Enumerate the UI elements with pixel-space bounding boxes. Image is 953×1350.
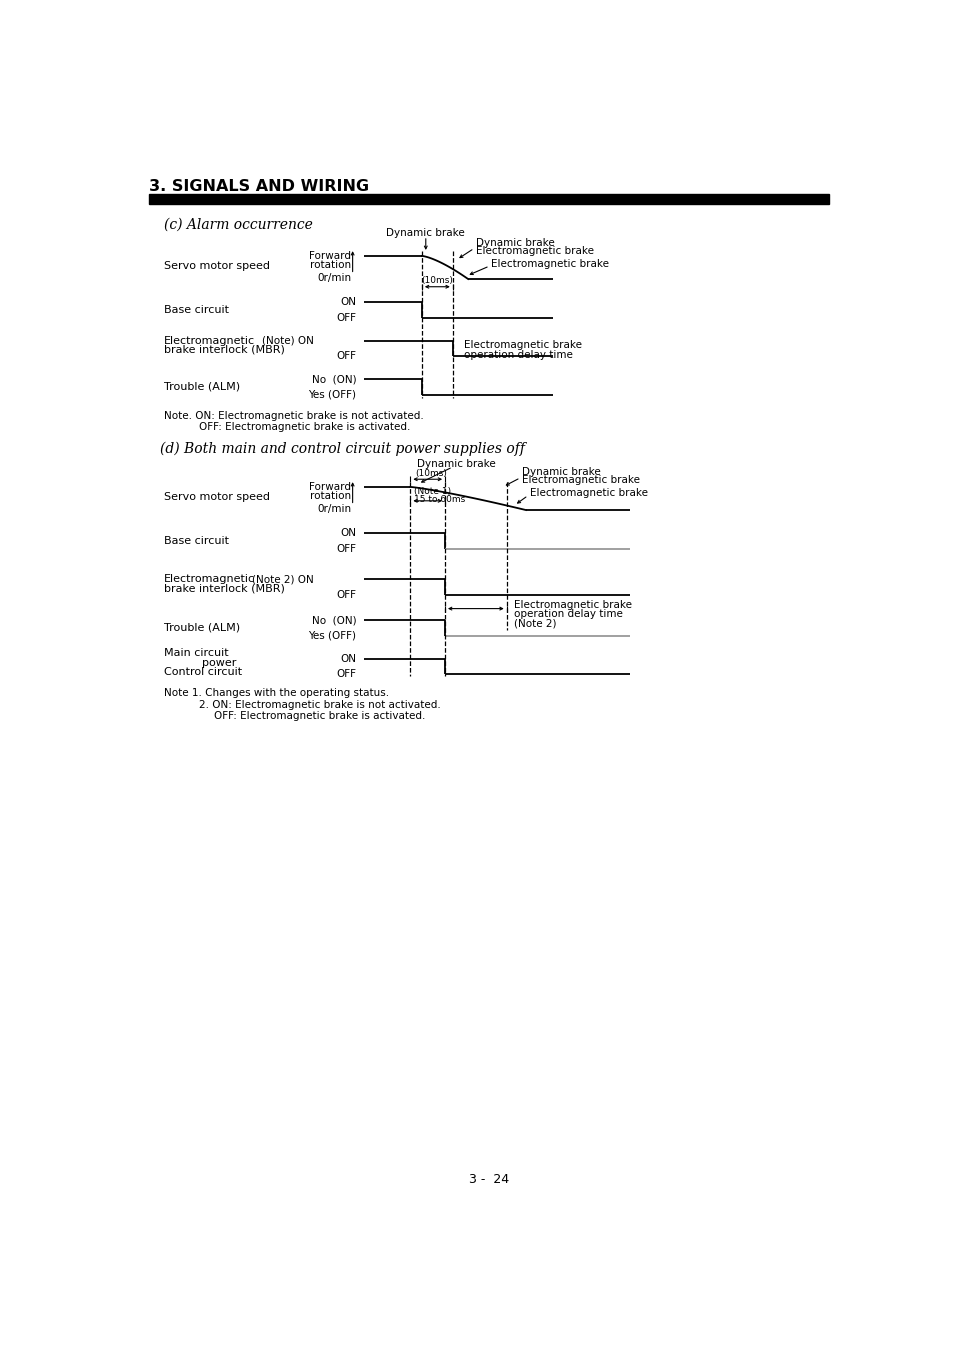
Text: Control circuit: Control circuit (164, 667, 242, 676)
Text: ON: ON (340, 297, 356, 308)
Text: Electromagnetic brake: Electromagnetic brake (514, 599, 632, 610)
Text: Electromagnetic brake: Electromagnetic brake (521, 475, 639, 485)
Text: operation delay time: operation delay time (464, 350, 573, 359)
Text: Servo motor speed: Servo motor speed (164, 261, 270, 271)
Text: brake interlock (MBR): brake interlock (MBR) (164, 583, 285, 594)
Text: rotation: rotation (310, 491, 351, 501)
Text: (d) Both main and control circuit power supplies off: (d) Both main and control circuit power … (160, 441, 524, 456)
Text: Electromagnetic: Electromagnetic (164, 574, 254, 585)
Text: Electromagnetic brake: Electromagnetic brake (529, 489, 647, 498)
Text: ON: ON (340, 528, 356, 539)
Text: Forward: Forward (309, 482, 351, 491)
Text: Dynamic brake: Dynamic brake (476, 238, 554, 248)
Text: Base circuit: Base circuit (164, 305, 229, 315)
Text: Electromagnetic brake: Electromagnetic brake (476, 246, 593, 256)
Text: OFF: OFF (336, 313, 356, 323)
Text: power: power (202, 657, 236, 667)
Text: brake interlock (MBR): brake interlock (MBR) (164, 344, 285, 355)
Text: Note. ON: Electromagnetic brake is not activated.: Note. ON: Electromagnetic brake is not a… (164, 412, 423, 421)
Text: OFF: Electromagnetic brake is activated.: OFF: Electromagnetic brake is activated. (213, 711, 425, 721)
Text: (Note 1): (Note 1) (414, 487, 451, 495)
Text: rotation: rotation (310, 261, 351, 270)
Text: Base circuit: Base circuit (164, 536, 229, 545)
Text: Electromagnetic: Electromagnetic (164, 336, 254, 346)
Text: OFF: OFF (336, 544, 356, 554)
Text: Yes (OFF): Yes (OFF) (308, 630, 356, 640)
Text: (10ms): (10ms) (415, 468, 447, 478)
Text: No  (ON): No (ON) (312, 616, 356, 625)
Text: (Note) ON: (Note) ON (262, 336, 314, 346)
Text: Dynamic brake: Dynamic brake (521, 467, 600, 477)
Text: 0r/min: 0r/min (316, 504, 351, 513)
Text: 2. ON: Electromagnetic brake is not activated.: 2. ON: Electromagnetic brake is not acti… (198, 699, 440, 710)
Text: OFF: OFF (336, 351, 356, 360)
Text: Yes (OFF): Yes (OFF) (308, 390, 356, 400)
Text: (10ms): (10ms) (421, 277, 453, 285)
Text: Dynamic brake: Dynamic brake (386, 228, 465, 238)
Text: No  (ON): No (ON) (312, 374, 356, 385)
Text: Trouble (ALM): Trouble (ALM) (164, 622, 240, 633)
Text: operation delay time: operation delay time (514, 609, 622, 620)
Text: Forward: Forward (309, 251, 351, 261)
Text: 3 -  24: 3 - 24 (468, 1173, 509, 1187)
Text: (Note 2) ON: (Note 2) ON (253, 574, 314, 585)
Text: 0r/min: 0r/min (316, 273, 351, 282)
Text: Servo motor speed: Servo motor speed (164, 491, 270, 502)
Text: Electromagnetic brake: Electromagnetic brake (464, 340, 581, 350)
Text: (Note 2): (Note 2) (514, 618, 557, 628)
Text: 15 to 60ms: 15 to 60ms (414, 494, 465, 504)
Text: OFF: OFF (336, 670, 356, 679)
Text: Trouble (ALM): Trouble (ALM) (164, 382, 240, 391)
Text: Main circuit: Main circuit (164, 648, 229, 659)
Bar (149, 193, 828, 204)
Text: OFF: OFF (336, 590, 356, 599)
Text: Dynamic brake: Dynamic brake (416, 459, 496, 468)
Text: OFF: Electromagnetic brake is activated.: OFF: Electromagnetic brake is activated. (198, 423, 410, 432)
Text: Note 1. Changes with the operating status.: Note 1. Changes with the operating statu… (164, 688, 389, 698)
Text: 3. SIGNALS AND WIRING: 3. SIGNALS AND WIRING (149, 180, 368, 194)
Text: Electromagnetic brake: Electromagnetic brake (491, 259, 609, 269)
Text: (c) Alarm occurrence: (c) Alarm occurrence (164, 219, 313, 232)
Text: ON: ON (340, 653, 356, 664)
